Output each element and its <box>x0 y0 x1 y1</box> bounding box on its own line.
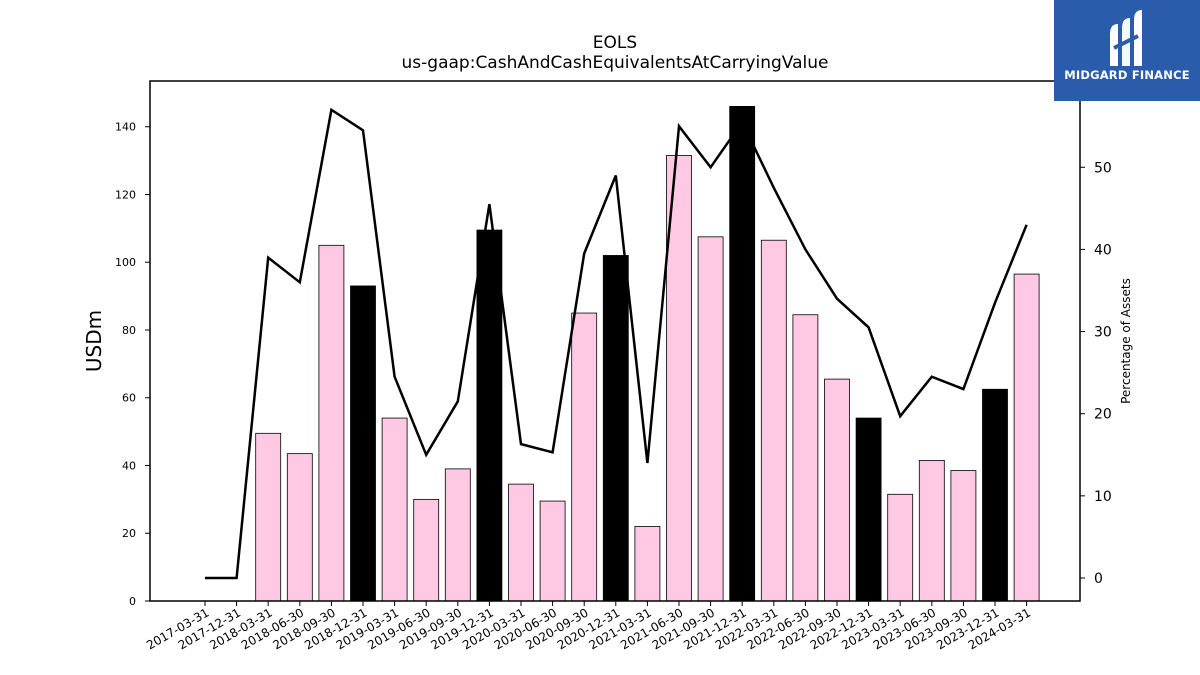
y-tick-label: 80 <box>122 324 136 337</box>
percentage-line <box>205 107 1028 580</box>
logo-text: MIDGARD FINANCE <box>1064 68 1190 82</box>
bar <box>634 526 661 602</box>
bar <box>602 255 629 602</box>
chart-subtitle: us-gaap:CashAndCashEquivalentsAtCarrying… <box>402 53 829 73</box>
bar <box>855 417 882 602</box>
bar <box>508 483 534 602</box>
y-tick-label: 140 <box>115 121 136 134</box>
y-tick-label: 100 <box>115 256 136 269</box>
bar <box>950 470 977 602</box>
y2-axis-label: Percentage of Assets <box>1119 278 1133 404</box>
bar <box>982 388 1008 602</box>
bar <box>381 417 408 602</box>
bar <box>350 285 376 602</box>
y2-tick-label: 30 <box>1094 325 1112 341</box>
y-axis-label: USDm <box>82 310 106 372</box>
y2-tick-label: 40 <box>1094 242 1112 258</box>
chart-title: EOLS <box>593 33 637 53</box>
plot-area: 020406080100120140010203040502017-03-312… <box>115 80 1112 652</box>
y2-tick-label: 50 <box>1094 160 1112 176</box>
brand-logo: MIDGARD FINANCE <box>1054 0 1200 101</box>
y2-tick-label: 10 <box>1094 489 1112 505</box>
bar <box>697 236 724 602</box>
bar <box>729 106 756 602</box>
bar <box>918 460 945 602</box>
bar <box>413 498 440 602</box>
bar <box>666 155 692 602</box>
y2-tick-label: 0 <box>1094 571 1103 587</box>
bar <box>760 239 787 602</box>
y-tick-label: 120 <box>115 188 136 201</box>
bar <box>476 229 503 602</box>
plot-frame <box>149 80 1081 602</box>
bar <box>1013 273 1040 602</box>
y2-tick-label: 20 <box>1094 407 1112 423</box>
y-tick-label: 0 <box>129 595 136 608</box>
y-tick-label: 60 <box>122 392 136 405</box>
y-tick-label: 20 <box>122 527 136 540</box>
logo-mark-icon <box>1110 10 1142 66</box>
bar <box>255 432 282 602</box>
bar <box>792 314 819 602</box>
bar <box>571 312 598 602</box>
bar <box>539 500 566 602</box>
bar <box>824 378 850 602</box>
bar <box>286 453 313 602</box>
bar <box>887 493 914 602</box>
y-tick-label: 40 <box>122 459 136 472</box>
bar <box>444 468 471 602</box>
bar <box>318 244 345 602</box>
